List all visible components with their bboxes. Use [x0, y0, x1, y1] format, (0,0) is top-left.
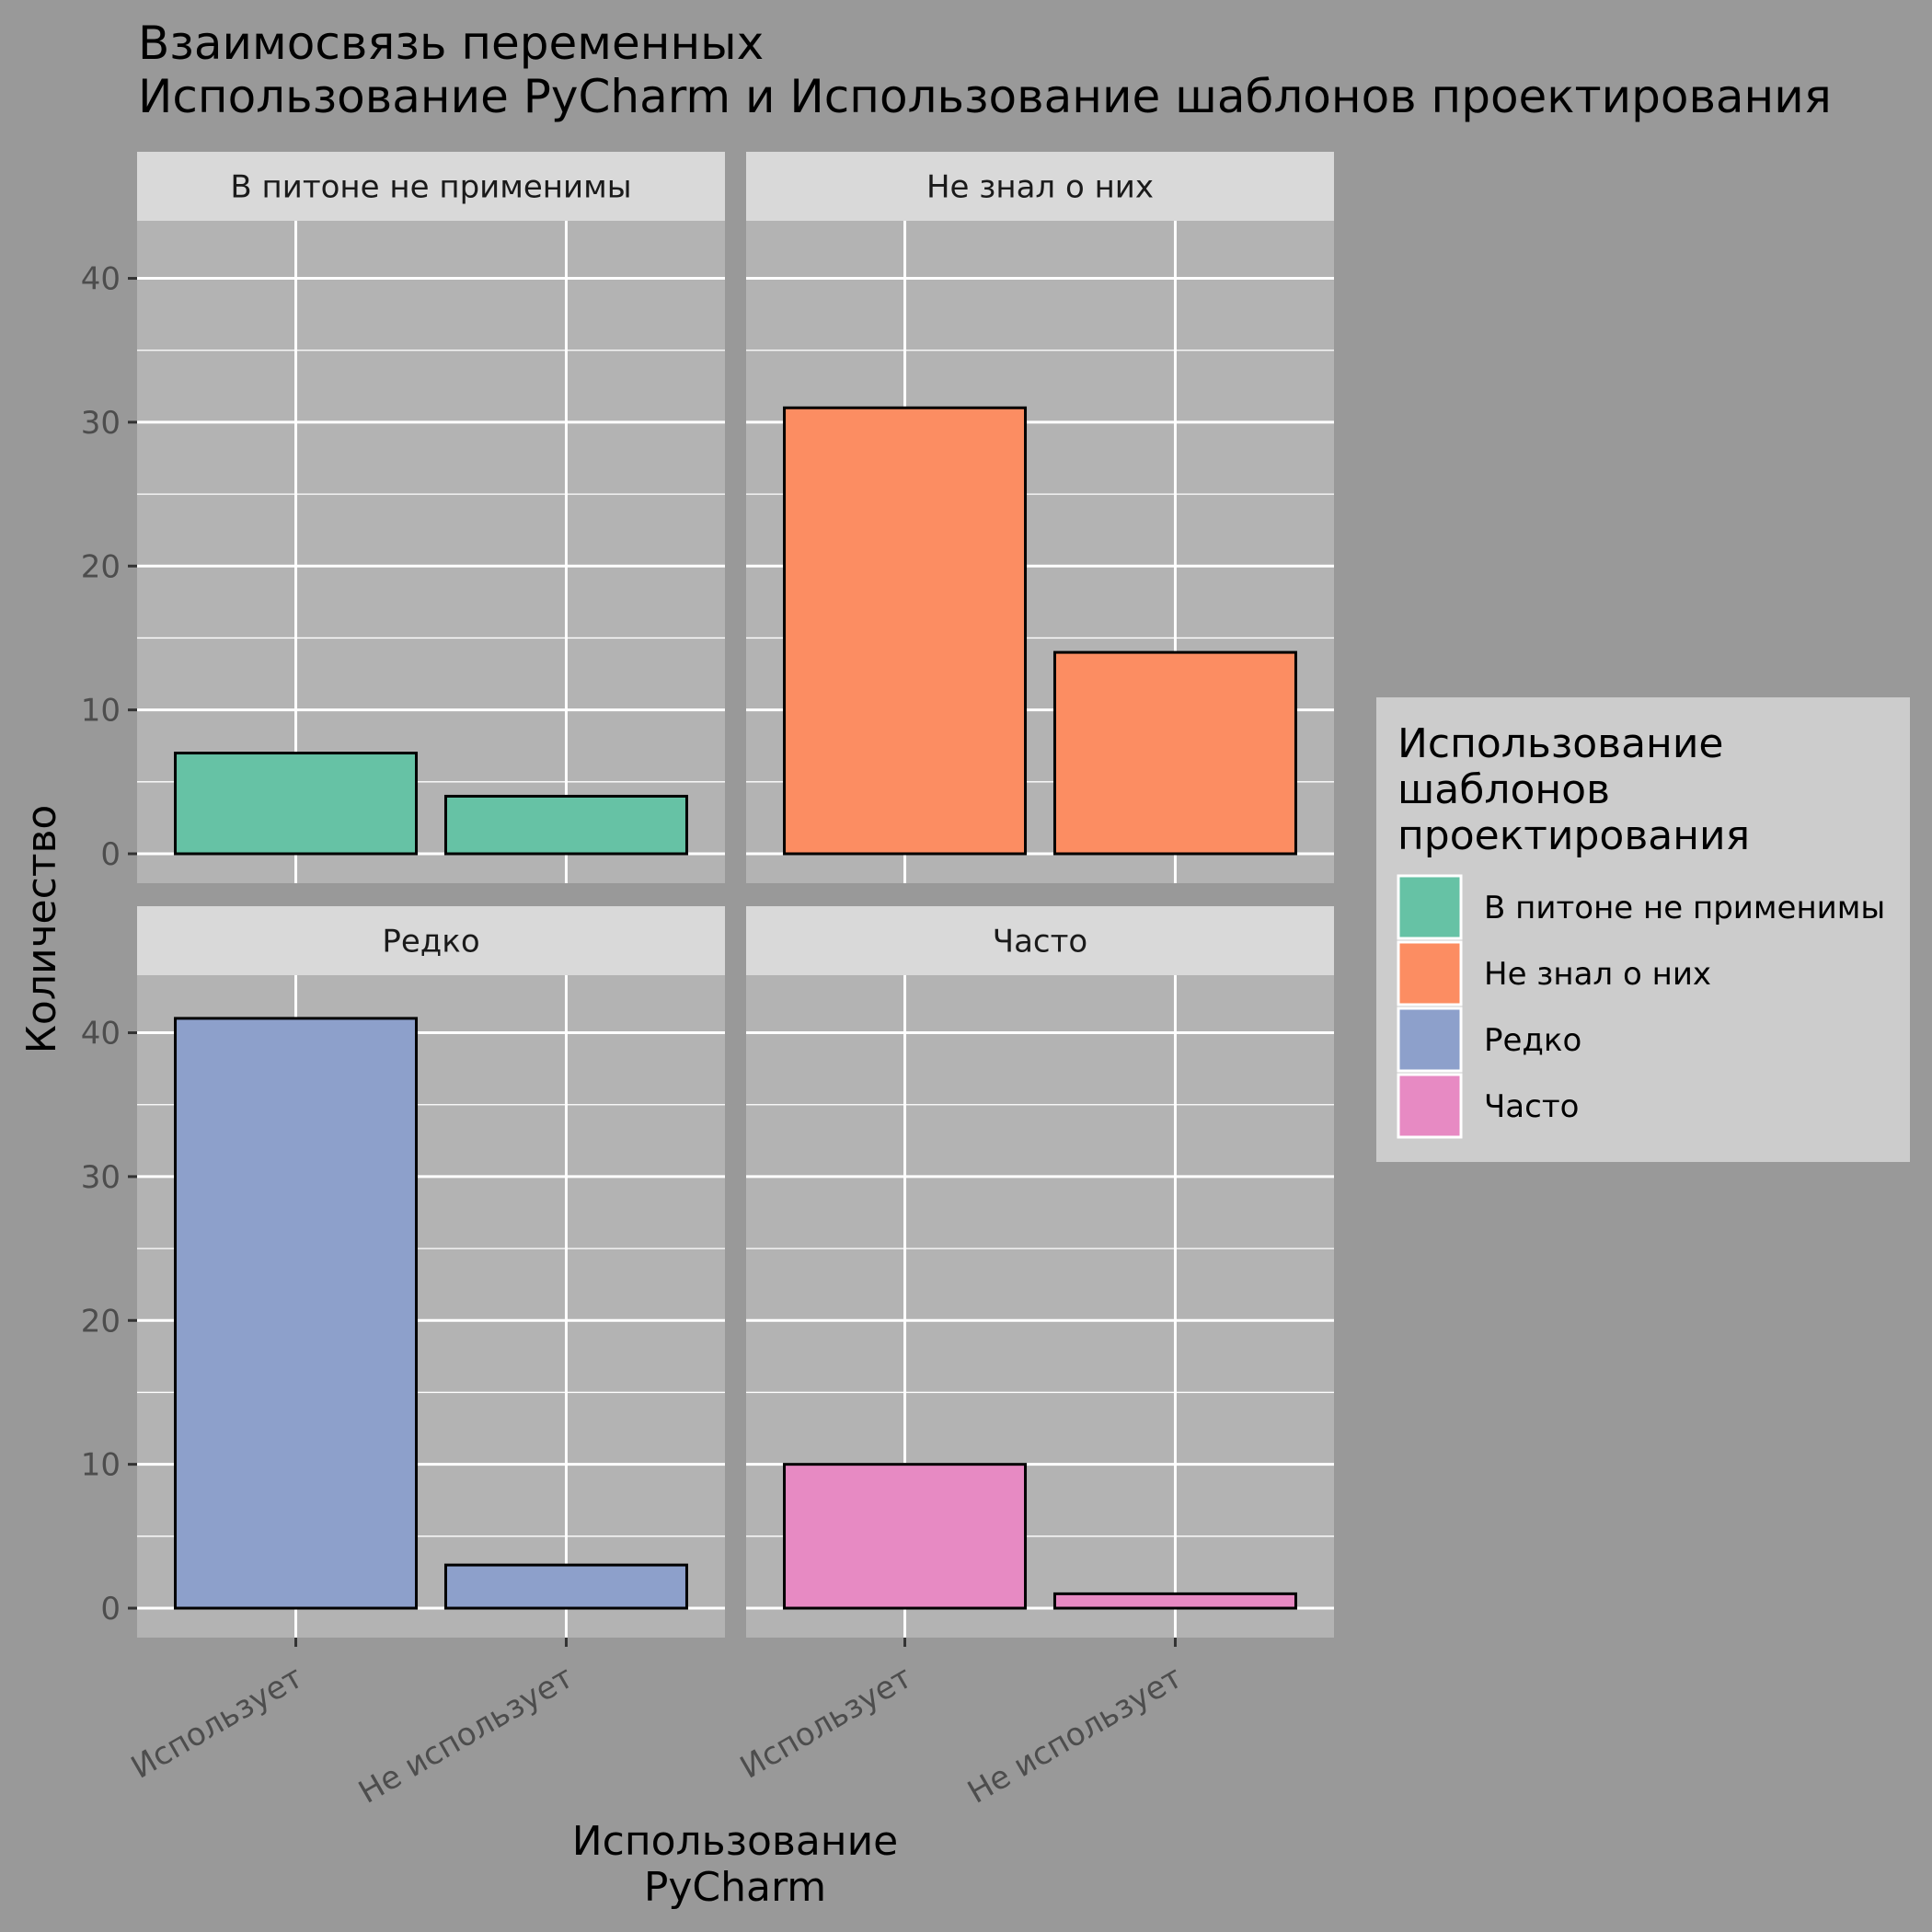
- bar: [443, 1563, 688, 1610]
- facet-strip: [746, 906, 1334, 975]
- y-tick-label: 30: [81, 405, 121, 442]
- facet-strip-label: Редко: [382, 924, 479, 960]
- bar: [783, 1463, 1028, 1610]
- x-tick-label: Использует: [734, 1659, 918, 1787]
- facet-strip: [137, 152, 725, 221]
- legend-label: Редко: [1484, 1022, 1581, 1059]
- legend-swatch: [1397, 874, 1463, 940]
- y-tick-label: 20: [81, 548, 121, 585]
- chart-title-line: Использование PyCharm и Использование ша…: [138, 70, 1832, 123]
- chart-title: Взаимосвязь переменных Использование PyC…: [138, 17, 1832, 123]
- bar: [783, 406, 1028, 856]
- bar: [174, 1017, 419, 1610]
- x-tick-label: Не использует: [352, 1659, 580, 1811]
- x-tick-label: Не использует: [961, 1659, 1189, 1811]
- legend-title: проектирования: [1397, 812, 1750, 859]
- legend-box: [1376, 697, 1910, 1162]
- facet-strip-label: Часто: [993, 924, 1087, 960]
- facet-strip: [137, 906, 725, 975]
- y-tick-label: 10: [81, 693, 121, 730]
- bar: [1052, 1592, 1297, 1610]
- y-tick-label: 40: [81, 261, 121, 298]
- legend-label: Часто: [1484, 1088, 1579, 1125]
- facet-strip-label: Не знал о них: [926, 169, 1154, 206]
- chart-title-line: Взаимосвязь переменных: [138, 17, 764, 70]
- facet-panel: Часто: [746, 906, 1334, 1638]
- legend-swatch: [1397, 1006, 1463, 1073]
- x-axis-title: Использование: [572, 1818, 899, 1865]
- y-axis-title: Количество: [18, 805, 65, 1054]
- y-tick-label: 0: [100, 1591, 121, 1627]
- legend-title: шаблонов: [1397, 766, 1610, 813]
- y-tick-label: 40: [81, 1016, 121, 1052]
- facet-panel: В питоне не применимы 0 10 20 30 40: [81, 152, 725, 883]
- legend-label: В питоне не применимы: [1484, 890, 1885, 926]
- bar: [174, 752, 419, 856]
- y-tick-label: 30: [81, 1159, 121, 1196]
- y-tick-label: 10: [81, 1447, 121, 1484]
- facet-panel: Не знал о них: [746, 152, 1334, 883]
- legend-title: Использование: [1397, 720, 1724, 767]
- bar: [443, 794, 688, 856]
- legend-label: Не знал о них: [1484, 956, 1711, 993]
- facet-panel: Редко 0 10 20 30 40: [81, 906, 725, 1638]
- y-tick-label: 20: [81, 1303, 121, 1340]
- x-axis-title: PyCharm: [644, 1864, 826, 1911]
- bar: [1052, 650, 1297, 856]
- legend-swatch: [1397, 1073, 1463, 1139]
- facet-panels: В питоне не применимы 0 10 20 30 40 Не знал о …: [81, 152, 1334, 1638]
- y-tick-label: 0: [100, 836, 121, 873]
- facet-strip: [746, 152, 1334, 221]
- facet-strip-label: В питоне не применимы: [230, 169, 631, 206]
- legend-swatch: [1397, 940, 1463, 1006]
- x-tick-label: Использует: [125, 1659, 309, 1787]
